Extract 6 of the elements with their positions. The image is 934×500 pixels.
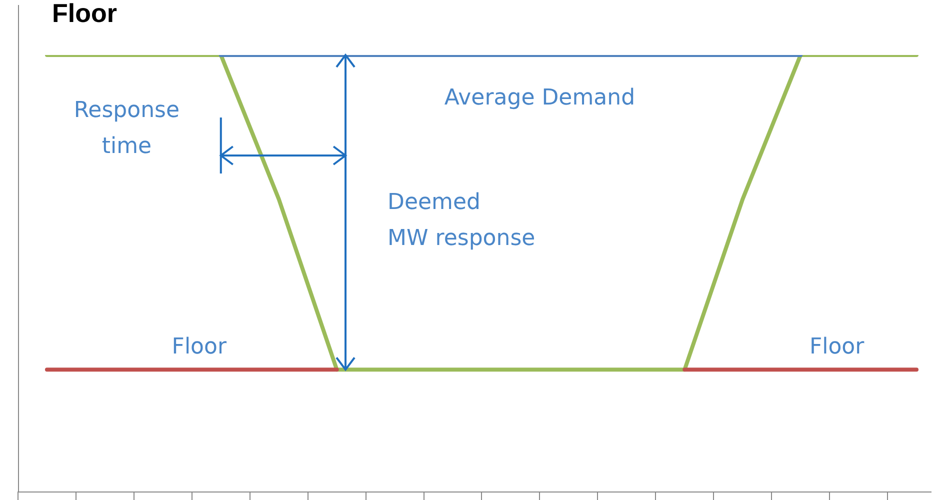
annotation: Floor — [809, 334, 866, 360]
annotation: Floor — [172, 334, 228, 360]
annotation: Deemed MW response — [388, 190, 536, 251]
annotation: Response time — [74, 98, 180, 160]
chart-title: Floor — [52, 0, 117, 28]
annotation: Average Demand — [444, 85, 636, 110]
